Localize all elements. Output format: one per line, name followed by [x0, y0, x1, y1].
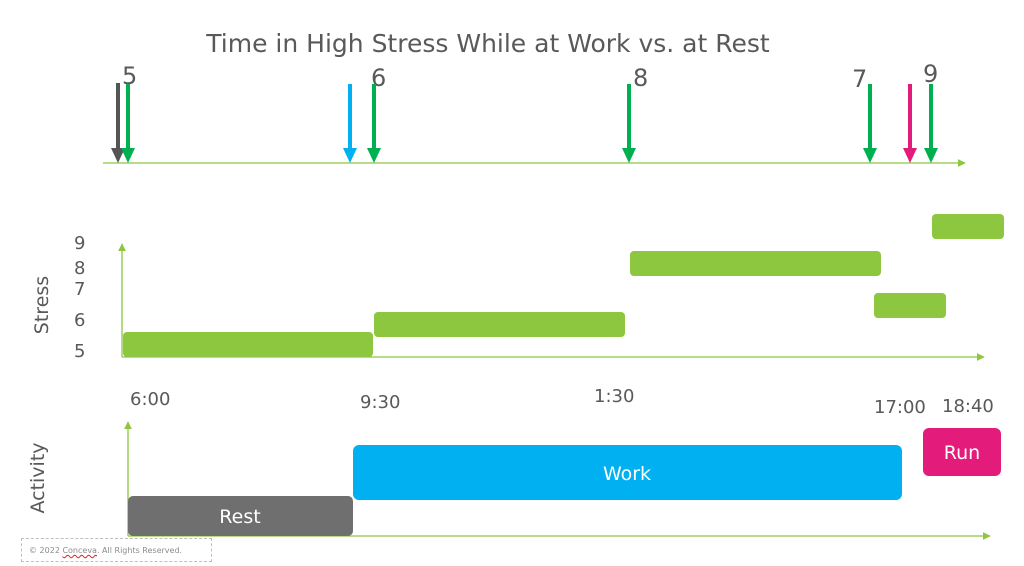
rest-bar-label: Rest [219, 506, 260, 528]
dark-arrow-icon [111, 83, 125, 163]
marker-number-1: 5 [122, 62, 137, 90]
run-bar [923, 428, 1001, 476]
copyright-footer: © 2022 Conceva. All Rights Reserved. [21, 538, 212, 562]
time-label-1-30: 1:30 [594, 386, 634, 407]
stress-axis-label: Stress [31, 276, 53, 334]
copyright-prefix: © 2022 [29, 546, 63, 555]
green-arrow-icon [367, 84, 381, 163]
marker-number-3: 8 [633, 64, 648, 92]
marker-number-4: 7 [852, 65, 867, 93]
stress-tick-9: 9 [74, 233, 85, 254]
stress-bar-level-7 [874, 293, 946, 318]
time-label-18-40: 18:40 [942, 396, 994, 417]
activity-axis-label: Activity [27, 442, 49, 513]
stress-tick-6: 6 [74, 310, 85, 331]
stress-bar-level-6 [374, 312, 625, 337]
stress-bar-level-9 [932, 214, 1004, 239]
green-arrow-icon [924, 84, 938, 163]
chart-title: Time in High Stress While at Work vs. at… [205, 29, 770, 58]
rest-bar [128, 496, 353, 536]
time-label-9-30: 9:30 [360, 392, 400, 413]
green-arrow-icon [121, 84, 135, 163]
time-label-6-00: 6:00 [130, 389, 170, 410]
stress-bar-level-8 [630, 251, 881, 276]
time-label-17-00: 17:00 [874, 397, 926, 418]
green-arrow-icon [863, 84, 877, 163]
stress-tick-5: 5 [74, 341, 85, 362]
work-bar [353, 445, 902, 500]
stress-tick-7: 7 [74, 279, 85, 300]
green-arrow-icon [622, 84, 636, 163]
blue-arrow-icon [343, 84, 357, 163]
stress-bar-level-5 [123, 332, 373, 357]
copyright-suffix: . All Rights Reserved. [96, 546, 183, 555]
marker-number-5: 9 [923, 60, 938, 88]
run-bar-label: Run [944, 442, 980, 464]
stress-tick-8: 8 [74, 258, 85, 279]
work-bar-label: Work [603, 463, 651, 485]
pink-arrow-icon [903, 84, 917, 163]
copyright-brand: Conceva [62, 546, 97, 555]
